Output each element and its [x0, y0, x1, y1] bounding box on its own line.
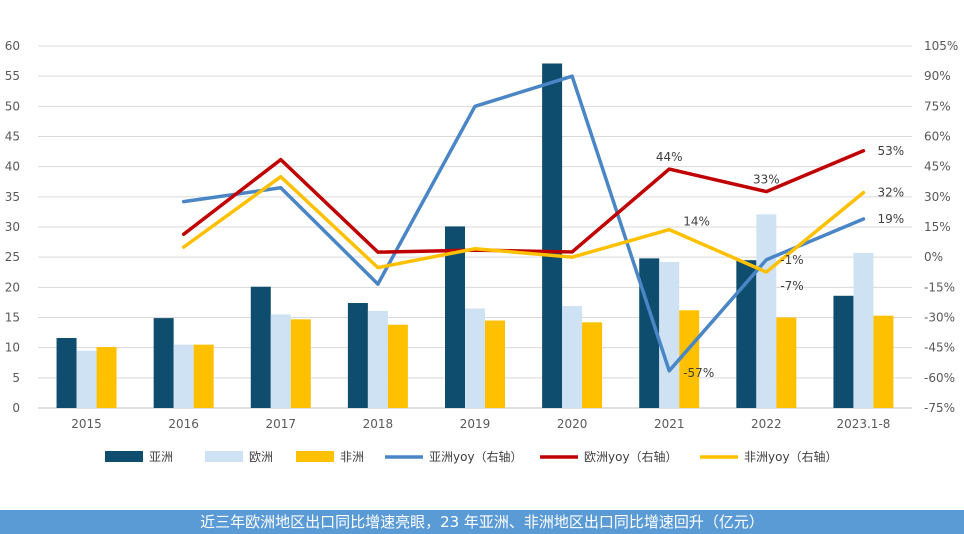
y-right-tick-label: -45% [924, 341, 955, 355]
x-tick-label: 2015 [71, 417, 102, 431]
data-label: -57% [683, 366, 714, 380]
y-left-tick-label: 55 [5, 69, 20, 83]
legend-swatch-europe [205, 451, 243, 462]
chart: 0 5 10 15 20 25 30 35 40 45 50 55 60 -75% -60% -45% -30%… [5, 39, 959, 464]
legend-label-africa-yoy: 非洲yoy（右轴） [744, 449, 838, 464]
africa-yoy-line [181, 174, 866, 274]
data-label: 32% [877, 186, 904, 200]
legend-swatch-africa [296, 451, 334, 462]
bar-africa [679, 310, 700, 408]
y-right-tick-label: -60% [924, 371, 955, 385]
y-right-tick-label: -30% [924, 311, 955, 325]
y-left-tick-label: 30 [5, 220, 20, 234]
bar-europe [173, 344, 194, 408]
data-label: 44% [656, 150, 683, 164]
y-right-tick-label: -15% [924, 280, 955, 294]
bar-asia [542, 63, 563, 408]
y-left-tick-label: 60 [5, 39, 20, 53]
data-label: 19% [877, 212, 904, 226]
chart-caption: 近三年欧洲地区出口同比增速亮眼，23 年亚洲、非洲地区出口同比增速回升（亿元） [0, 510, 964, 534]
legend-swatch-asia [105, 451, 143, 462]
bar-asia [347, 303, 368, 408]
legend-label-africa: 非洲 [340, 450, 364, 464]
bar-africa [582, 322, 603, 408]
y-left-tick-label: 50 [5, 99, 20, 113]
bar-europe [853, 252, 874, 408]
y-left-tick-label: 0 [12, 401, 20, 415]
x-tick-label: 2017 [266, 417, 297, 431]
y-right-tick-label: 105% [924, 39, 958, 53]
x-tick-label: 2023.1-8 [836, 417, 890, 431]
bar-asia [250, 286, 271, 408]
y-left-tick-label: 45 [5, 130, 20, 144]
bar-asia [153, 318, 174, 408]
asia-yoy-line [181, 74, 866, 373]
y-left-tick-label: 5 [12, 371, 20, 385]
y-right-tick-label: 15% [924, 220, 951, 234]
x-tick-label: 2019 [460, 417, 491, 431]
legend-label-europe-yoy: 欧洲yoy（右轴） [584, 449, 678, 464]
y-left-tick-label: 40 [5, 160, 20, 174]
y-right-tick-label: 45% [924, 160, 951, 174]
y-left-tick-label: 15 [5, 311, 20, 325]
legend-label-europe: 欧洲 [249, 450, 273, 464]
bar-africa [96, 347, 117, 408]
y-left-tick-label: 35 [5, 190, 20, 204]
data-label: 53% [877, 144, 904, 158]
bar-europe [659, 261, 680, 408]
y-right-tick-label: 60% [924, 130, 951, 144]
bar-africa [776, 317, 797, 408]
bar-europe [367, 310, 388, 408]
europe-yoy-line [181, 149, 866, 254]
y-right-tick-label: 30% [924, 190, 951, 204]
bar-europe [76, 350, 97, 408]
data-label: 14% [683, 215, 710, 229]
y-left-tick-label: 10 [5, 341, 20, 355]
y-right-tick-label: -75% [924, 401, 955, 415]
bar-asia [445, 226, 465, 408]
y-right-tick-label: 90% [924, 69, 951, 83]
x-tick-label: 2020 [557, 417, 588, 431]
bar-africa [387, 324, 408, 408]
y-left-tick-label: 20 [5, 280, 20, 294]
bar-europe [562, 306, 583, 408]
bar-asia [833, 295, 854, 408]
bar-africa [485, 320, 505, 408]
y-right-tick-label: 0% [924, 250, 943, 264]
bar-africa [873, 315, 894, 408]
legend-label-asia-yoy: 亚洲yoy（右轴） [429, 449, 523, 464]
bar-asia [736, 260, 757, 408]
bar-africa [290, 319, 311, 408]
data-label: -1% [780, 253, 803, 267]
x-tick-label: 2021 [654, 417, 685, 431]
bar-europe [465, 308, 485, 408]
bar-africa [193, 344, 214, 408]
y-left-tick-label: 25 [5, 250, 20, 264]
bar-europe [756, 214, 777, 408]
data-label: 33% [753, 173, 780, 187]
x-tick-label: 2016 [168, 417, 199, 431]
bar-europe [270, 314, 291, 408]
x-tick-label: 2022 [751, 417, 782, 431]
y-right-tick-label: 75% [924, 99, 951, 113]
legend-label-asia: 亚洲 [149, 450, 173, 464]
bar-asia [56, 338, 77, 408]
x-tick-label: 2018 [363, 417, 394, 431]
data-label: -7% [780, 279, 803, 293]
